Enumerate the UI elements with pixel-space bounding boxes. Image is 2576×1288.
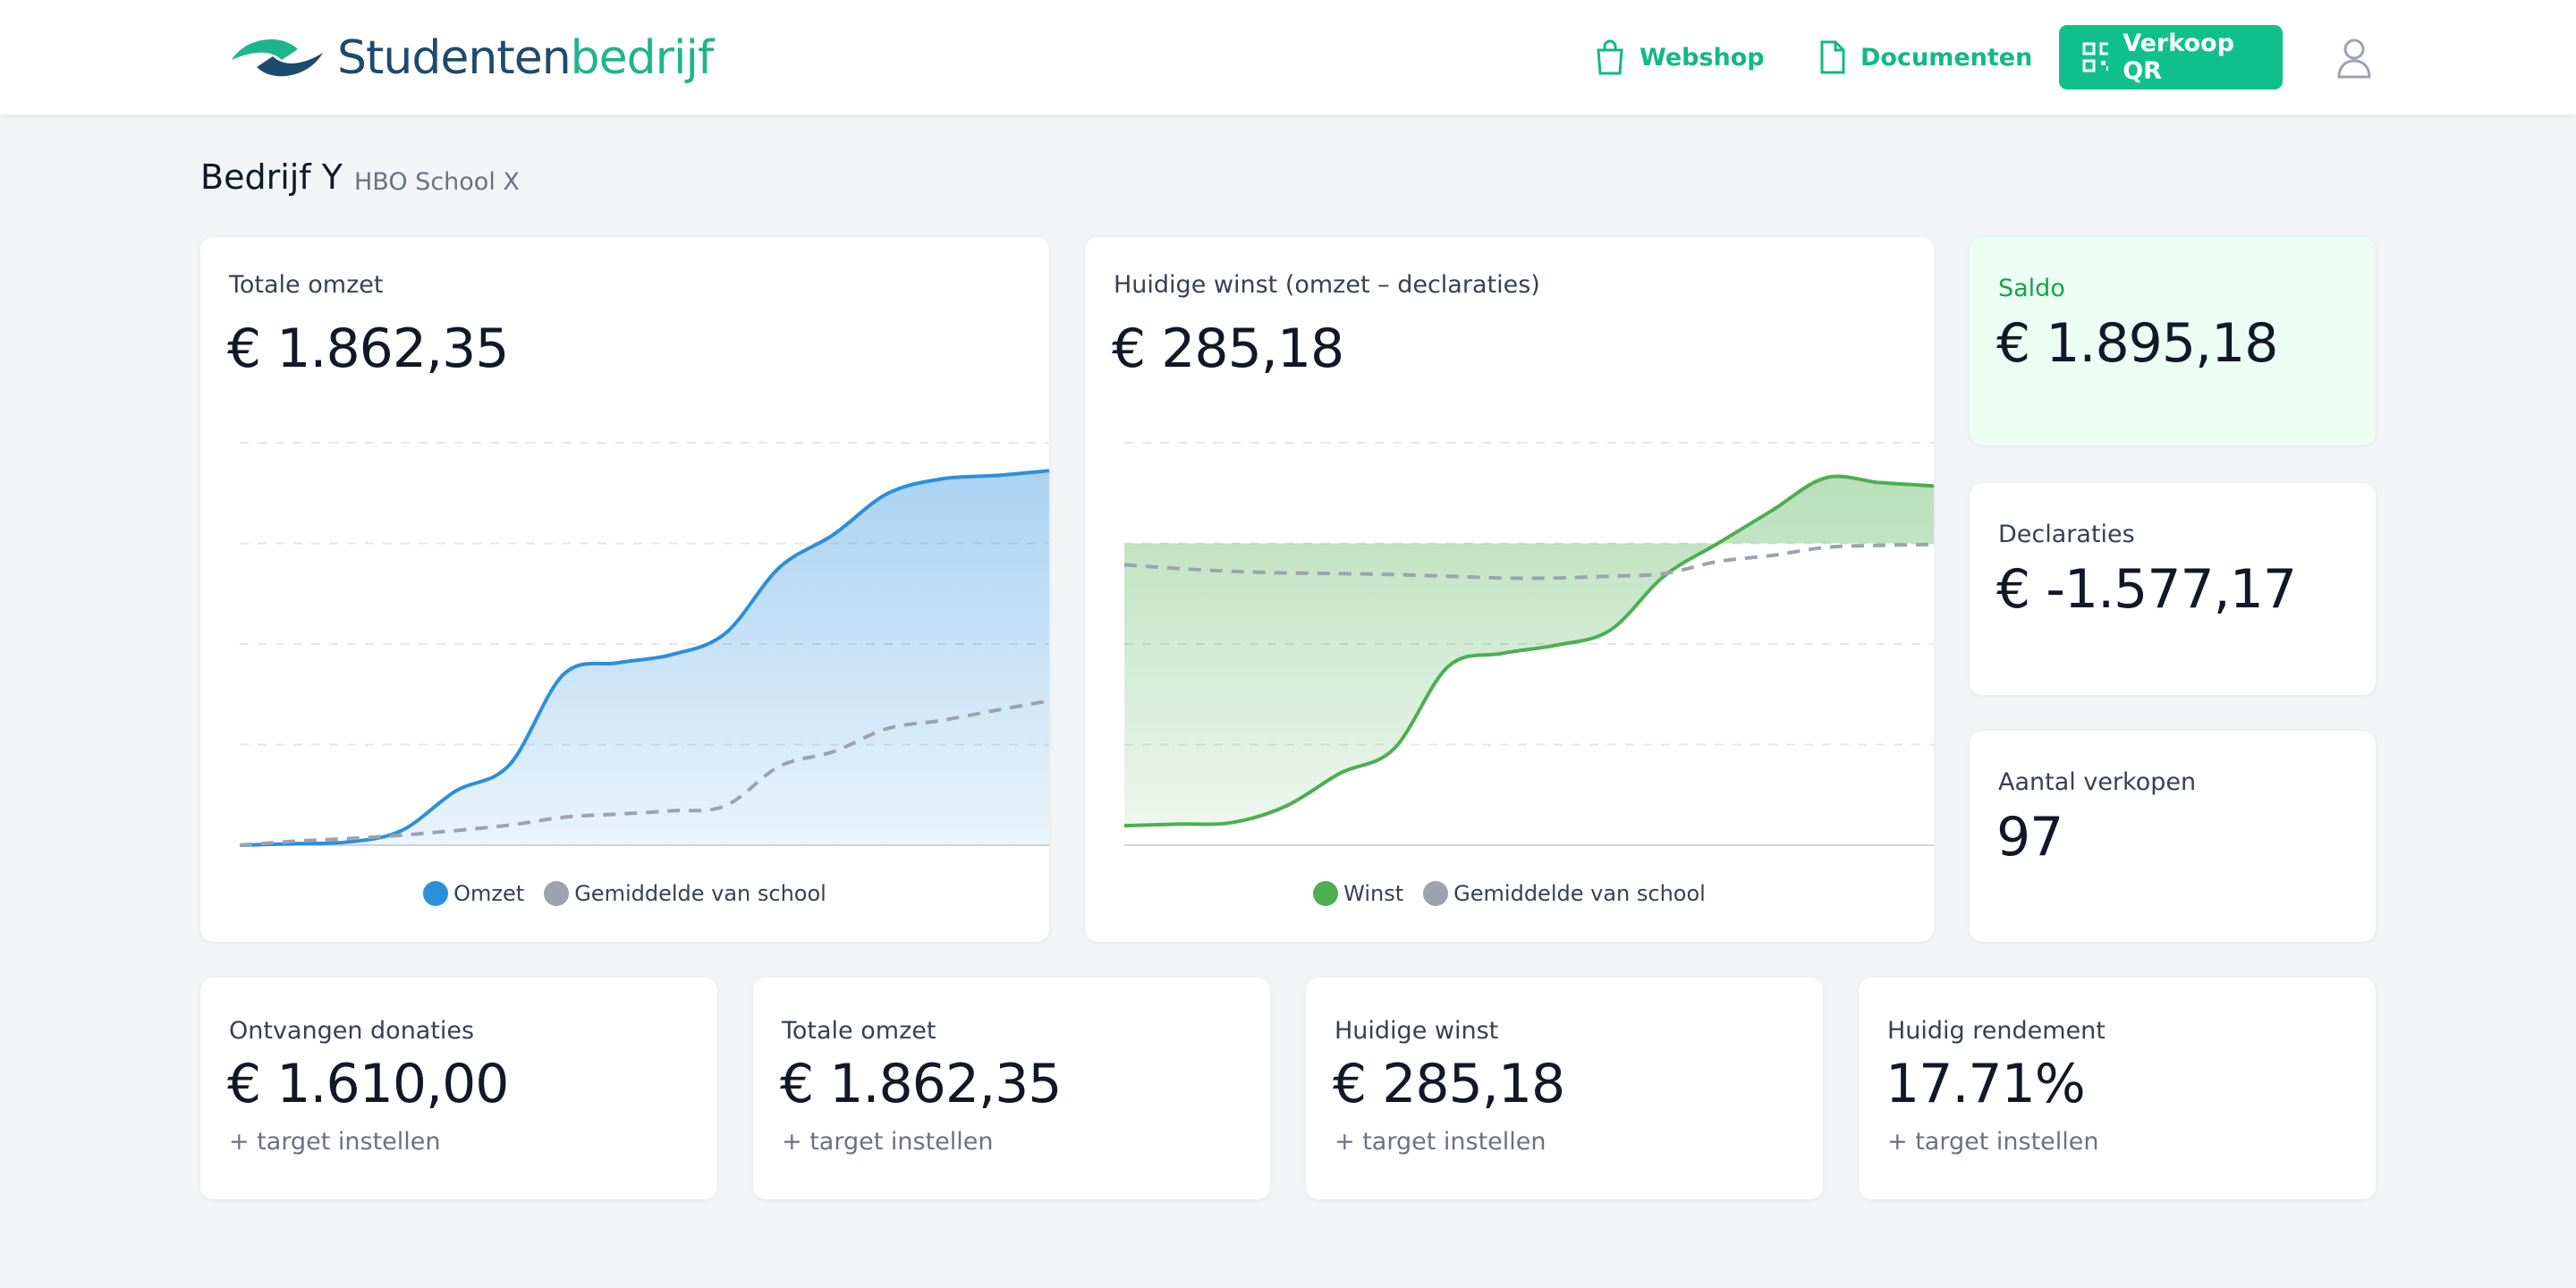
- chart-title: Totale omzet: [229, 271, 384, 299]
- chart: [1123, 442, 1934, 846]
- legend: Winst Gemiddelde van school: [1085, 881, 1934, 906]
- page-title: Bedrijf Y: [200, 157, 343, 197]
- legend-swatch: [1313, 881, 1339, 906]
- target-link[interactable]: + target instellen: [1887, 1128, 2099, 1156]
- series-line: [1123, 474, 1934, 828]
- card-value: 97: [1996, 806, 2063, 869]
- legend-swatch: [1423, 881, 1449, 906]
- bag-icon: [1597, 39, 1623, 75]
- legend-label: Gemiddelde van school: [1453, 881, 1706, 906]
- legend-label: Winst: [1343, 881, 1404, 906]
- logo[interactable]: Studenten bedrijf: [228, 27, 715, 89]
- verkopen-card: Aantal verkopen 97: [1970, 731, 2376, 942]
- stat-value: € 1.862,35: [780, 1053, 1062, 1115]
- nav-label: Webshop: [1640, 43, 1765, 72]
- chart-card: Huidige winst (omzet – declaraties) € 28…: [1085, 237, 1934, 942]
- legend-item: Gemiddelde van school: [1423, 881, 1706, 906]
- stat-value: 17.71%: [1885, 1053, 2086, 1115]
- card-label: Saldo: [1998, 275, 2065, 302]
- card-value: € -1.577,17: [1996, 558, 2297, 621]
- legend-label: Omzet: [453, 881, 525, 906]
- page-subtitle: HBO School X: [354, 168, 520, 196]
- logo-text: bedrijf: [570, 31, 715, 85]
- series-line: [239, 699, 1049, 847]
- area: [240, 470, 1049, 845]
- stat-value: € 1.610,00: [227, 1053, 509, 1115]
- doc-icon: [1820, 40, 1845, 74]
- stat-label: Huidig rendement: [1887, 1017, 2106, 1045]
- chart-title: Huidige winst (omzet – declaraties): [1114, 271, 1540, 299]
- target-link[interactable]: + target instellen: [1335, 1128, 1546, 1156]
- stat-card: Totale omzet € 1.862,35 + target instellen: [753, 978, 1270, 1199]
- stat-card: Huidig rendement 17.71% + target instellen: [1859, 978, 2376, 1199]
- logo-text: Studenten: [337, 31, 572, 85]
- series-line: [1123, 542, 1934, 580]
- verkoop-qr-button[interactable]: Verkoop QR: [2059, 25, 2283, 89]
- button-label: Verkoop QR: [2123, 30, 2234, 85]
- stat-value: € 285,18: [1333, 1053, 1565, 1115]
- target-link[interactable]: + target instellen: [782, 1128, 994, 1156]
- legend-item: Gemiddelde van school: [544, 881, 826, 906]
- legend-label: Gemiddelde van school: [574, 881, 826, 906]
- chart-subtitle: € 285,18: [1112, 318, 1344, 380]
- stat-card: Huidige winst € 285,18 + target instellen: [1306, 978, 1823, 1199]
- qr-icon: [2082, 42, 2109, 72]
- area: [1124, 476, 1934, 826]
- user-icon[interactable]: [2336, 38, 2372, 79]
- stat-card: Ontvangen donaties € 1.610,00 + target ins…: [200, 978, 717, 1199]
- saldo-card: Saldo € 1.895,18: [1970, 237, 2376, 445]
- legend: Omzet Gemiddelde van school: [200, 881, 1049, 906]
- target-link[interactable]: + target instellen: [229, 1128, 441, 1156]
- declaraties-card: Declaraties € -1.577,17: [1970, 483, 2376, 695]
- nav-webshop[interactable]: Webshop: [1595, 25, 1765, 89]
- card-label: Aantal verkopen: [1998, 768, 2197, 796]
- legend-swatch: [423, 881, 449, 906]
- card-label: Declaraties: [1998, 521, 2135, 548]
- logo-icon: [232, 38, 323, 77]
- header: Studenten bedrijf Webshop Documenten Verk…: [0, 0, 2576, 114]
- chart-subtitle: € 1.862,35: [227, 318, 509, 380]
- legend-item: Omzet: [423, 881, 524, 906]
- stat-label: Ontvangen donaties: [229, 1017, 475, 1045]
- legend-item: Winst: [1313, 881, 1403, 906]
- card-value: € 1.895,18: [1996, 312, 2278, 375]
- nav-documenten[interactable]: Documenten: [1819, 25, 2032, 89]
- legend-swatch: [544, 881, 570, 906]
- stat-label: Totale omzet: [782, 1017, 936, 1045]
- series-line: [239, 469, 1049, 847]
- chart: [239, 442, 1049, 847]
- stat-label: Huidige winst: [1335, 1017, 1499, 1045]
- chart-card: Totale omzet € 1.862,35 Omzet Gemiddelde …: [200, 237, 1049, 942]
- nav-label: Documenten: [1860, 43, 2033, 72]
